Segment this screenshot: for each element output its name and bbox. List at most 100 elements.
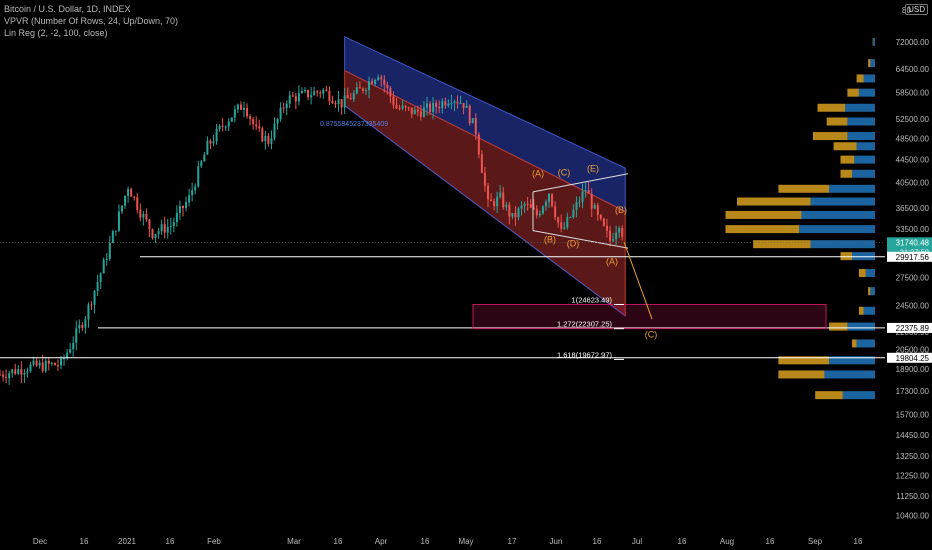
volume-profile-up-bar <box>824 370 875 379</box>
candle-body <box>490 199 493 202</box>
candle-body <box>206 140 209 155</box>
fib-level-label: 1.618(19672.97) <box>557 350 613 359</box>
volume-profile-down-bar <box>840 252 852 261</box>
candle-body <box>438 107 441 109</box>
candle-body <box>267 135 270 144</box>
volume-profile-up-bar <box>801 210 875 219</box>
candle-body <box>105 258 108 260</box>
x-tick-label: Jun <box>550 537 563 546</box>
volume-profile-down-bar <box>753 240 811 249</box>
candle-body <box>499 192 502 197</box>
candle-body <box>307 90 310 98</box>
candle-body <box>386 84 389 89</box>
candle-body <box>297 93 300 102</box>
candle-body <box>270 138 273 144</box>
candle-body <box>230 117 233 122</box>
linreg-indicator-label[interactable]: Lin Reg (2, -2, 100, close) <box>4 28 108 38</box>
y-tick-label: 12250.00 <box>896 471 930 480</box>
candle-body <box>615 232 618 240</box>
candle-body <box>124 195 127 206</box>
volume-profile <box>725 37 875 400</box>
candle-body <box>178 205 181 213</box>
x-tick-label: Aug <box>720 537 734 546</box>
volume-profile-up-bar <box>810 197 875 206</box>
y-tick-label: 48500.00 <box>896 135 930 144</box>
candle-body <box>618 228 621 233</box>
candle-body <box>56 365 59 367</box>
volume-profile-down-bar <box>858 269 866 278</box>
candle-body <box>313 91 316 96</box>
candle-body <box>605 225 608 231</box>
candle-body <box>444 101 447 106</box>
candle-body <box>365 90 367 92</box>
candle-body <box>502 192 505 208</box>
candle-body <box>121 205 123 212</box>
candle-body <box>78 324 81 329</box>
candle-body <box>14 369 17 374</box>
x-tick-label: Dec <box>33 537 47 546</box>
candle-body <box>407 107 410 109</box>
candle-body <box>246 107 249 117</box>
candle-body <box>157 231 160 234</box>
candle-body <box>261 128 264 142</box>
volume-profile-up-bar <box>829 356 875 365</box>
candle-body <box>93 290 96 305</box>
price-mark-label: 29917.56 <box>896 253 930 262</box>
candle-body <box>304 90 306 92</box>
candle-body <box>319 92 322 94</box>
candle-body <box>172 221 175 227</box>
x-tick-label: 2021 <box>118 537 136 546</box>
volume-profile-down-bar <box>829 322 848 331</box>
candle-body <box>426 103 428 108</box>
vpvr-indicator-label[interactable]: VPVR (Number Of Rows, 24, Up/Down, 70) <box>4 16 179 26</box>
volume-profile-down-bar <box>815 391 843 400</box>
candle-body <box>0 374 1 376</box>
candle-body <box>66 352 69 359</box>
volume-profile-down-bar <box>817 103 846 112</box>
candle-body <box>215 128 218 142</box>
candle-body <box>20 369 23 375</box>
y-tick-label: 58500.00 <box>896 89 930 98</box>
triangle-lower-line <box>532 230 629 249</box>
projection-line <box>623 241 653 320</box>
candles <box>0 74 624 385</box>
candle-body <box>441 101 444 109</box>
candle-body <box>389 88 392 97</box>
candle-body <box>111 231 114 244</box>
wave-label: (E) <box>587 163 599 173</box>
candle-body <box>526 204 529 206</box>
candle-body <box>340 99 343 108</box>
candle-body <box>535 208 538 216</box>
candle-body <box>182 205 184 209</box>
candle-body <box>413 109 416 115</box>
candle-body <box>401 105 404 109</box>
candle-body <box>288 95 291 104</box>
candle-body <box>5 376 8 379</box>
candle-body <box>300 91 303 94</box>
symbol-title[interactable]: Bitcoin / U.S. Dollar, 1D, INDEX <box>4 4 131 14</box>
candle-body <box>392 96 395 105</box>
volume-profile-down-bar <box>778 184 829 193</box>
x-tick-label: 17 <box>508 537 517 546</box>
candle-body <box>596 205 599 215</box>
candle-body <box>343 95 346 108</box>
candle-body <box>114 230 117 232</box>
candle-body <box>279 107 282 120</box>
candle-body <box>209 140 212 144</box>
candle-body <box>87 304 90 320</box>
volume-profile-up-bar <box>810 240 875 249</box>
x-tick-label: Jul <box>632 537 642 546</box>
candle-body <box>130 189 133 197</box>
candle-body <box>264 135 267 142</box>
candle-body <box>191 190 194 196</box>
channel-lower-line <box>344 105 626 317</box>
candle-body <box>44 360 47 371</box>
currency-badge[interactable]: USD <box>905 4 928 15</box>
target-zone-box <box>472 303 827 330</box>
x-tick-label: Apr <box>375 537 388 546</box>
candle-body <box>127 189 130 196</box>
price-mark-bg <box>887 237 932 256</box>
volume-profile-up-bar <box>873 37 875 46</box>
candle-body <box>258 126 261 129</box>
